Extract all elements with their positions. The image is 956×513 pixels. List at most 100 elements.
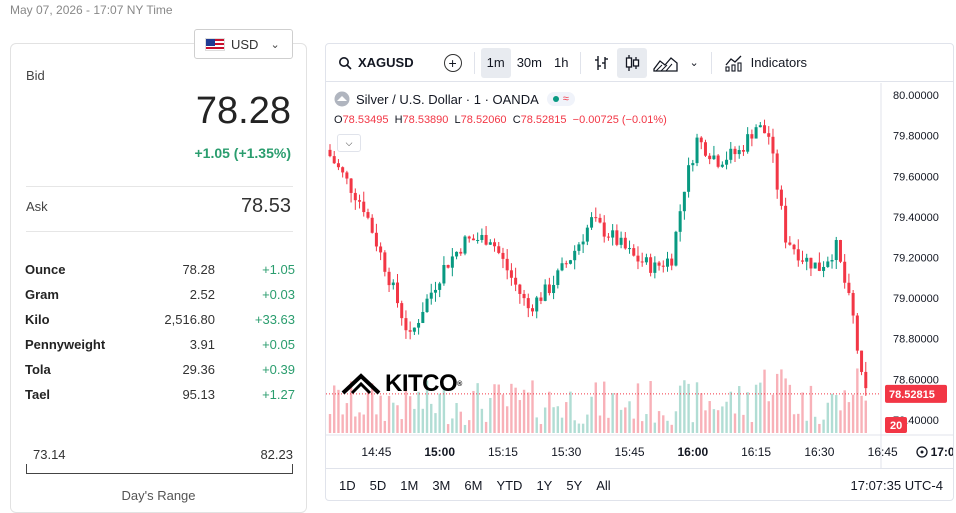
volume-bar bbox=[518, 400, 522, 433]
low-label: L bbox=[454, 114, 461, 126]
range-button-all[interactable]: All bbox=[596, 478, 611, 493]
range-button-3m[interactable]: 3M bbox=[432, 478, 451, 493]
x-tick-label: 16:45 bbox=[868, 445, 898, 459]
candle-body bbox=[442, 265, 446, 284]
unit-row: Gram 2.52 +0.03 bbox=[25, 282, 295, 307]
settings-gear-icon[interactable] bbox=[916, 446, 928, 458]
candle-body bbox=[421, 311, 425, 323]
candle-body bbox=[623, 237, 627, 249]
legend-collapse-button[interactable]: ⌵ bbox=[337, 134, 361, 152]
candle-body bbox=[396, 282, 399, 304]
currency-select[interactable]: USD ⌄ bbox=[194, 29, 293, 59]
candle-body bbox=[855, 315, 859, 351]
volume-bar bbox=[569, 391, 572, 433]
x-tick-label: 15:15 bbox=[488, 445, 518, 459]
candle-body bbox=[779, 189, 783, 206]
volume-bar bbox=[839, 410, 842, 433]
chevron-down-icon: ⌵ bbox=[345, 137, 353, 148]
candle-body bbox=[809, 257, 813, 269]
volume-bar bbox=[695, 382, 699, 433]
settings-gear-center bbox=[920, 450, 924, 454]
volume-bar bbox=[725, 401, 728, 433]
indicators-icon bbox=[725, 55, 742, 72]
volume-bar bbox=[489, 397, 492, 433]
candle-body bbox=[585, 227, 589, 242]
volume-bar bbox=[556, 406, 560, 433]
market-open-dot-icon bbox=[552, 96, 559, 102]
candle-body bbox=[801, 260, 804, 262]
candle-body bbox=[763, 125, 767, 134]
candles-button[interactable] bbox=[617, 47, 648, 78]
candle-body bbox=[691, 163, 695, 166]
range-button-6m[interactable]: 6M bbox=[464, 478, 483, 493]
day-range-label: Day's Range bbox=[121, 488, 196, 503]
volume-bar bbox=[560, 417, 564, 433]
volume-bar bbox=[404, 381, 408, 433]
x-tick-label: 16:15 bbox=[741, 445, 771, 459]
candle-body bbox=[543, 284, 547, 301]
candle-body bbox=[362, 201, 366, 213]
volume-bar bbox=[847, 402, 851, 433]
interval-1m[interactable]: 1m bbox=[480, 47, 511, 78]
candle-body bbox=[729, 148, 733, 160]
volume-bar bbox=[531, 380, 534, 433]
volume-bar bbox=[358, 412, 361, 433]
volume-bar bbox=[370, 383, 374, 433]
y-tick-label: 79.40000 bbox=[893, 212, 939, 224]
legend-title: Silver / U.S. Dollar · 1 · OANDA bbox=[356, 91, 539, 107]
range-button-5y[interactable]: 5Y bbox=[566, 478, 583, 493]
candle-body bbox=[358, 200, 362, 202]
volume-bar bbox=[750, 421, 754, 433]
candle-body bbox=[860, 350, 864, 372]
candle-body bbox=[851, 292, 855, 316]
candle-body bbox=[838, 240, 842, 262]
volume-bar bbox=[721, 406, 724, 433]
volume-bar bbox=[657, 411, 661, 433]
wave-icon: ≈ bbox=[562, 93, 569, 105]
unit-name: Pennyweight bbox=[25, 337, 106, 352]
volume-bar bbox=[501, 394, 505, 433]
candle-body bbox=[560, 263, 564, 271]
x-tick-label: 15:30 bbox=[551, 445, 581, 459]
volume-bar bbox=[805, 420, 808, 433]
volume-bar bbox=[400, 419, 403, 433]
range-button-1y[interactable]: 1Y bbox=[536, 478, 553, 493]
candle-body bbox=[606, 236, 610, 238]
volume-bar bbox=[392, 402, 395, 433]
interval-30m[interactable]: 30m bbox=[516, 55, 542, 70]
high-label: H bbox=[394, 114, 403, 126]
volume-bar bbox=[640, 421, 644, 433]
compare-button[interactable]: + bbox=[438, 48, 468, 78]
volume-bar bbox=[729, 391, 732, 433]
candle-body bbox=[438, 283, 442, 290]
volume-bar bbox=[691, 422, 695, 433]
y-tick-label: 80.00000 bbox=[893, 90, 939, 102]
candle-body bbox=[379, 246, 383, 253]
candle-body bbox=[767, 133, 771, 137]
volume-bar bbox=[818, 423, 821, 433]
volume-bar bbox=[809, 385, 813, 433]
candle-body bbox=[746, 134, 750, 152]
candle-body bbox=[653, 262, 657, 273]
volume-bar bbox=[446, 424, 450, 433]
symbol-search[interactable]: XAGUSD bbox=[332, 48, 420, 78]
candle-body bbox=[834, 240, 838, 261]
volume-bar bbox=[704, 410, 707, 433]
candle-body bbox=[628, 248, 632, 250]
market-status-badge[interactable]: ≈ bbox=[546, 92, 575, 106]
volume-bar bbox=[662, 415, 665, 433]
bar-style-button[interactable] bbox=[587, 48, 617, 78]
range-button-5d[interactable]: 5D bbox=[369, 478, 387, 493]
interval-1h[interactable]: 1h bbox=[553, 55, 569, 70]
candle-body bbox=[843, 261, 847, 283]
range-button-1m[interactable]: 1M bbox=[400, 478, 419, 493]
indicators-button[interactable]: Indicators bbox=[718, 48, 813, 78]
candle-body bbox=[813, 262, 817, 269]
price-chart[interactable]: 80.00000 79.80000 79.60000 79.40000 79.20000… bbox=[326, 83, 953, 468]
range-button-ytd[interactable]: YTD bbox=[496, 478, 523, 493]
symbol-label: XAGUSD bbox=[358, 55, 414, 70]
unit-row: Tola 29.36 +0.39 bbox=[25, 357, 295, 382]
range-button-1d[interactable]: 1D bbox=[339, 478, 356, 493]
chart-type-button[interactable]: ⌄ bbox=[647, 48, 704, 78]
volume-bar bbox=[835, 395, 838, 433]
